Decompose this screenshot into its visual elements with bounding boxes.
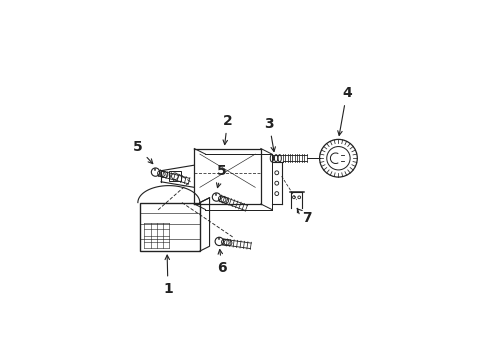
Text: 1: 1	[163, 255, 173, 296]
Text: 7: 7	[297, 208, 311, 225]
Text: 6: 6	[217, 249, 227, 275]
Text: 5: 5	[217, 164, 227, 188]
Bar	[140, 203, 200, 251]
Bar	[169, 171, 181, 181]
Text: 3: 3	[264, 117, 275, 152]
Text: 4: 4	[338, 86, 352, 135]
Text: 5: 5	[133, 140, 153, 163]
Text: 2: 2	[222, 114, 232, 145]
